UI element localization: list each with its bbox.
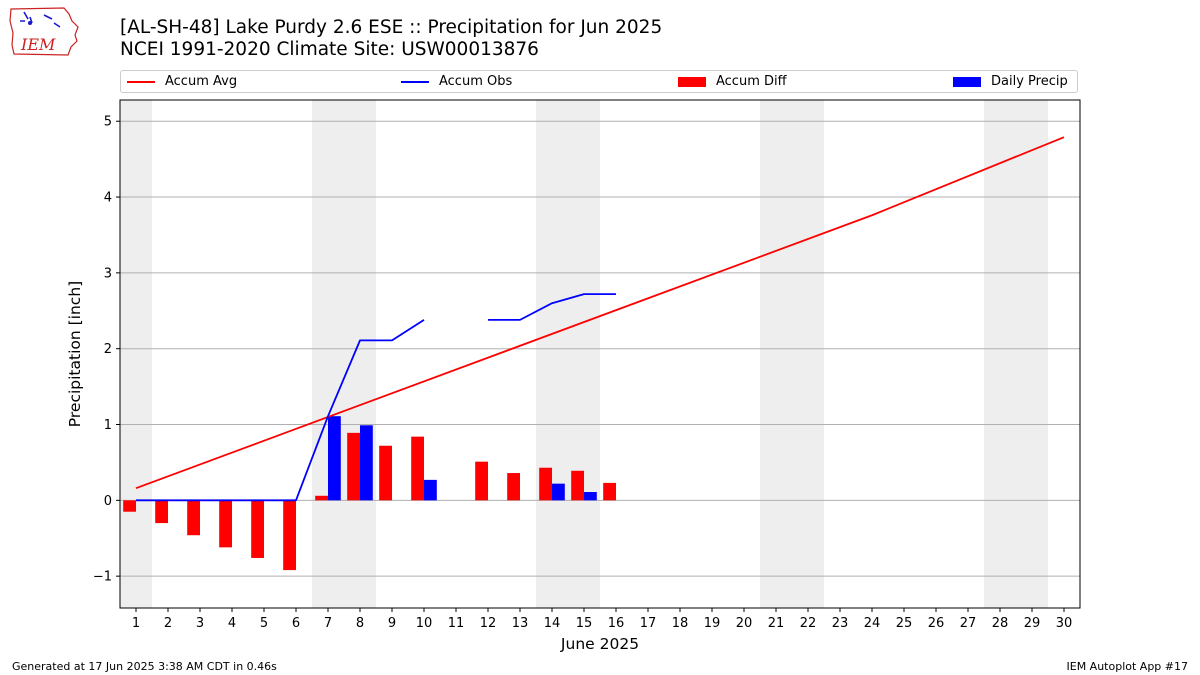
accum-obs-line: [136, 293, 616, 502]
x-tick-label: 21: [768, 616, 785, 631]
x-tick-label: 2: [164, 616, 172, 631]
x-tick-label: 18: [672, 616, 689, 631]
y-axis-ticks: −1 0 1 2 3 4 5: [93, 115, 120, 585]
x-tick-label: 1: [132, 616, 140, 631]
x-tick-label: 30: [1056, 616, 1073, 631]
iem-logo: IEM: [9, 7, 79, 56]
y-tick-label: 2: [104, 342, 112, 357]
accum-diff-bar: [411, 436, 424, 501]
daily-precip-bar: [360, 425, 373, 501]
legend-item-accum-obs: Accum Obs: [401, 71, 512, 92]
legend-item-accum-diff: Accum Diff: [678, 71, 787, 92]
legend-swatch-daily-precip: [953, 76, 981, 87]
x-tick-label: 15: [576, 616, 593, 631]
x-axis-label: June 2025: [560, 635, 639, 653]
legend-label-accum-diff: Accum Diff: [716, 74, 787, 89]
daily-precip-bar: [328, 416, 341, 501]
logo-text: IEM: [20, 35, 56, 54]
daily-precip-bar: [552, 483, 565, 501]
accum-diff-bar: [219, 500, 232, 548]
x-tick-label: 20: [736, 616, 753, 631]
x-tick-label: 4: [228, 616, 236, 631]
y-tick-label: 4: [104, 191, 112, 206]
x-tick-label: 28: [992, 616, 1009, 631]
x-tick-label: 6: [292, 616, 300, 631]
x-tick-label: 29: [1024, 616, 1041, 631]
weekend-band: [984, 100, 1048, 608]
x-tick-label: 19: [704, 616, 721, 631]
accum-avg-line: [135, 136, 1065, 490]
y-tick-label: 1: [104, 418, 112, 433]
weekend-band: [120, 100, 152, 608]
x-tick-label: 26: [928, 616, 945, 631]
x-tick-label: 22: [800, 616, 817, 631]
legend-label-daily-precip: Daily Precip: [991, 74, 1068, 89]
legend: Accum Avg Accum Obs Accum Diff Daily Pre…: [120, 70, 1078, 93]
x-tick-label: 16: [608, 616, 625, 631]
accum-diff-bar: [187, 500, 200, 536]
daily-precip-bar: [424, 479, 437, 501]
accum-diff-bar: [571, 470, 584, 501]
legend-swatch-accum-obs: [401, 80, 429, 83]
x-tick-label: 23: [832, 616, 849, 631]
chart-subtitle: NCEI 1991-2020 Climate Site: USW00013876: [120, 39, 539, 60]
x-tick-label: 7: [324, 616, 332, 631]
weather-symbols-icon: [20, 11, 61, 28]
accum-diff-bar: [347, 432, 360, 501]
accum-diff-bar: [123, 500, 136, 512]
x-tick-label: 14: [544, 616, 561, 631]
accum-diff-bar: [539, 467, 552, 501]
footer-generated: Generated at 17 Jun 2025 3:38 AM CDT in …: [12, 660, 277, 673]
legend-swatch-accum-avg: [127, 80, 155, 83]
legend-item-accum-avg: Accum Avg: [127, 71, 237, 92]
accum-diff-bar: [379, 445, 392, 501]
x-tick-label: 25: [896, 616, 913, 631]
x-tick-label: 5: [260, 616, 268, 631]
station-dot-icon: [28, 21, 32, 25]
x-tick-label: 3: [196, 616, 204, 631]
y-tick-label: 3: [104, 266, 112, 281]
bars: [123, 416, 616, 571]
accum-diff-bar: [283, 500, 296, 571]
x-tick-label: 13: [512, 616, 529, 631]
x-tick-label: 10: [416, 616, 433, 631]
accum-diff-bar: [507, 473, 520, 501]
series-lines: [135, 136, 1065, 502]
accum-diff-bar: [155, 500, 168, 524]
y-tick-label: 0: [104, 494, 112, 509]
accum-diff-bar: [315, 495, 328, 501]
x-tick-label: 27: [960, 616, 977, 631]
x-tick-label: 11: [448, 616, 465, 631]
daily-precip-bar: [584, 491, 597, 501]
iowa-outline-icon: [9, 7, 79, 56]
chart-title: [AL-SH-48] Lake Purdy 2.6 ESE :: Precipi…: [120, 17, 663, 38]
accum-diff-bar: [475, 461, 488, 501]
x-tick-label: 9: [388, 616, 396, 631]
weekend-shading: [120, 100, 1048, 608]
x-tick-label: 17: [640, 616, 657, 631]
legend-swatch-accum-diff: [678, 76, 706, 87]
weekend-band: [760, 100, 824, 608]
accum-diff-bar: [251, 500, 264, 558]
y-tick-label: −1: [93, 570, 112, 585]
legend-item-daily-precip: Daily Precip: [953, 71, 1068, 92]
x-tick-label: 12: [480, 616, 497, 631]
accum-diff-bar: [603, 482, 616, 501]
legend-label-accum-obs: Accum Obs: [439, 74, 513, 89]
x-tick-label: 8: [356, 616, 364, 631]
y-tick-label: 5: [104, 115, 112, 130]
weekend-band: [536, 100, 600, 608]
footer-app: IEM Autoplot App #17: [1066, 660, 1189, 673]
weekend-band: [312, 100, 376, 608]
y-axis-label: Precipitation [inch]: [66, 281, 84, 427]
x-tick-label: 24: [864, 616, 881, 631]
legend-label-accum-avg: Accum Avg: [165, 74, 238, 89]
plot-frame: [119, 99, 1081, 609]
x-axis-ticks: 1 2 3 4 5 6 7 8 9 10 11 12 13 14 15 16 17 18 19 20 21 22 23 24 2…: [132, 608, 1072, 631]
